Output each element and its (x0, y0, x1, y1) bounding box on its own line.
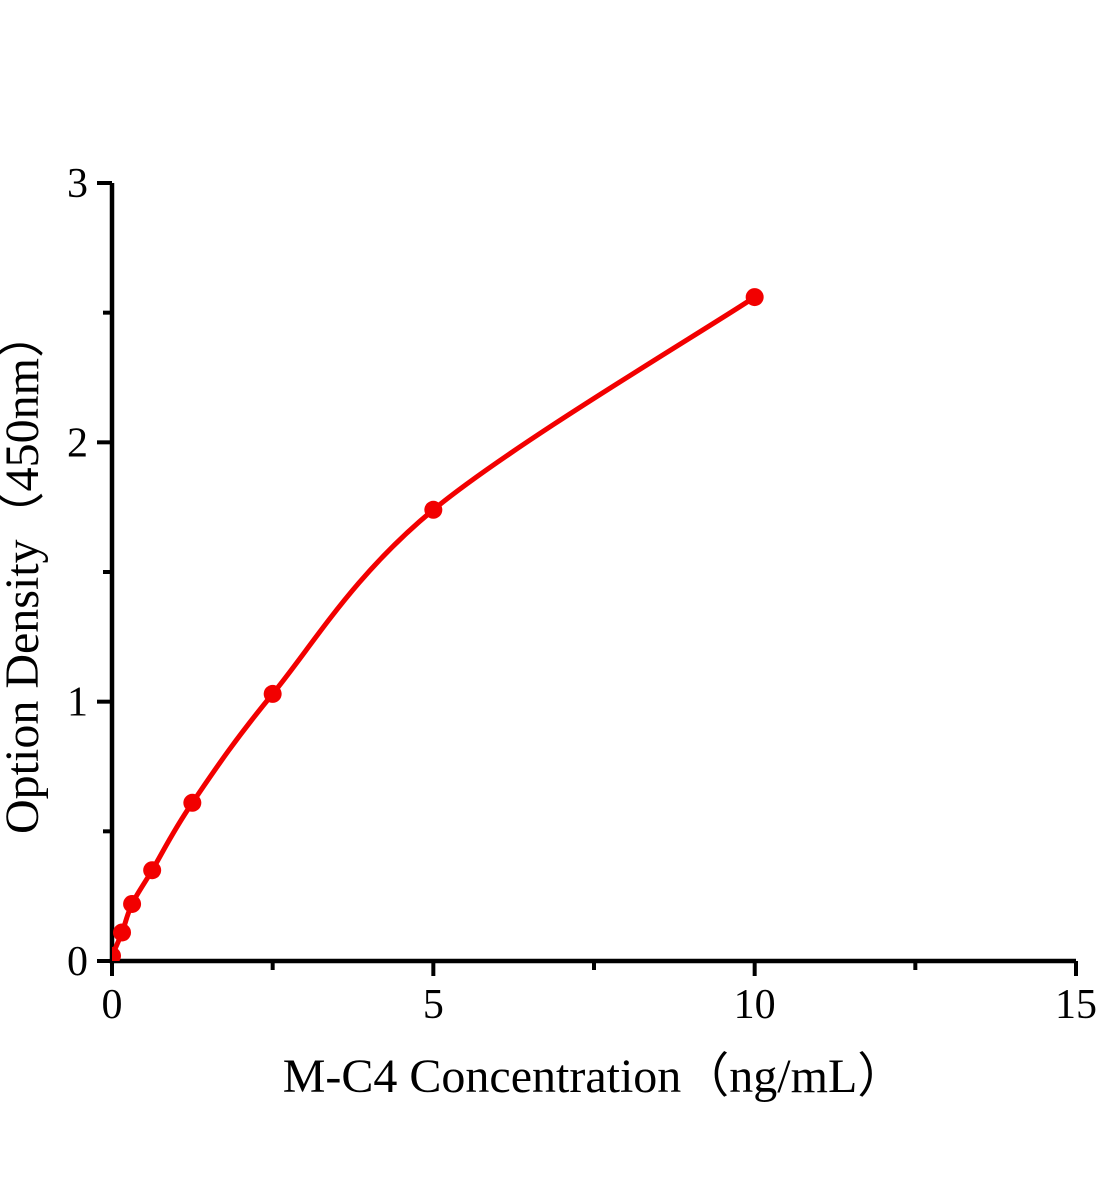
x-tick-label: 15 (1055, 982, 1097, 1028)
x-tick-label: 5 (423, 982, 444, 1028)
axis-tick-labels: 0 5 10 15 0 1 2 3 (67, 161, 1097, 1028)
x-tick-label: 0 (102, 982, 123, 1028)
y-tick-label: 0 (67, 939, 88, 985)
data-point-marker (112, 946, 121, 961)
data-point-marker (424, 500, 443, 519)
data-point-marker (263, 684, 282, 703)
x-tick-label: 10 (734, 982, 776, 1028)
data-point-marker (183, 793, 202, 812)
standard-curve-line (112, 294, 758, 959)
data-point-marker (123, 894, 142, 913)
y-tick-label: 3 (67, 161, 88, 207)
axes (109, 183, 1076, 964)
data-series (112, 288, 764, 961)
axis-ticks (97, 181, 1078, 976)
y-tick-label: 2 (67, 420, 88, 466)
x-axis-title: M-C4 Concentration（ng/mL） (283, 1050, 906, 1103)
data-point-marker (143, 861, 162, 880)
data-point-marker (113, 923, 132, 942)
y-axis-title: Option Density（450nm） (0, 310, 49, 834)
y-tick-label: 1 (67, 680, 88, 726)
data-point-marker (745, 288, 764, 307)
